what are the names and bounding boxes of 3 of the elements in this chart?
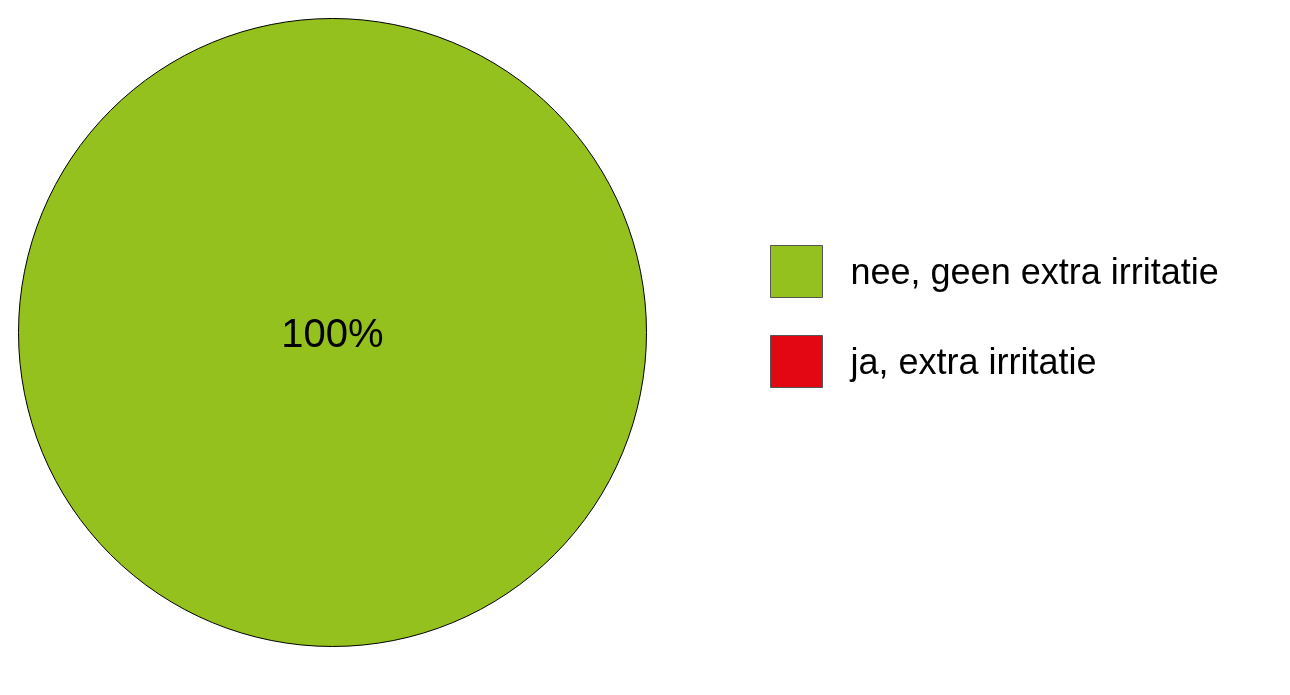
data-label: 100%: [281, 310, 384, 355]
legend-label: ja, extra irritatie: [849, 341, 1097, 382]
legend-label: nee, geen extra irritatie: [850, 251, 1219, 292]
